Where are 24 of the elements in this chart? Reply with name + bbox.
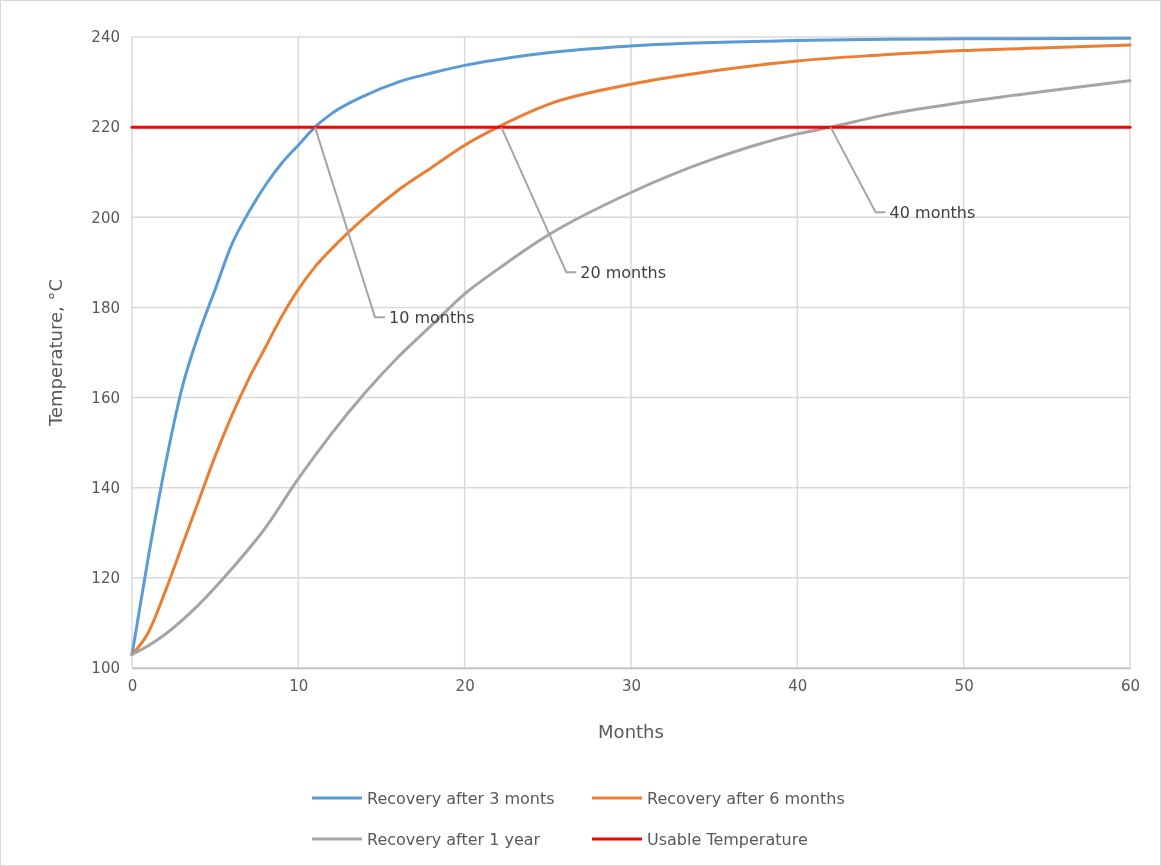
y-axis-title: Temperature, °C	[45, 278, 66, 428]
legend-label: Recovery after 1 year	[367, 830, 541, 849]
y-tick-label: 240	[91, 28, 120, 47]
y-tick-label: 100	[91, 659, 120, 678]
y-tick-label: 120	[91, 569, 120, 588]
y-tick-label: 140	[91, 479, 120, 498]
x-tick-label: 0	[127, 676, 138, 695]
y-tick-label: 220	[91, 118, 120, 137]
x-tick-label: 30	[621, 676, 642, 695]
x-tick-label: 10	[289, 676, 309, 695]
x-tick-label: 60	[1120, 676, 1141, 695]
legend-label: Recovery after 3 monts	[367, 789, 555, 808]
x-tick-label: 40	[788, 676, 808, 695]
annotation: 10 months	[388, 308, 475, 328]
annotation: 20 months	[580, 263, 666, 283]
legend-label: Recovery after 6 months	[647, 789, 845, 808]
y-tick-label: 200	[91, 208, 120, 227]
y-tick-label: 180	[91, 298, 120, 317]
x-tick-label: 50	[954, 676, 974, 695]
x-axis-title: Months	[598, 721, 664, 742]
legend-label: Usable Temperature	[647, 830, 808, 849]
y-tick-label: 160	[91, 388, 120, 407]
annotation: 40 months	[889, 203, 976, 223]
x-tick-label: 20	[455, 676, 475, 695]
